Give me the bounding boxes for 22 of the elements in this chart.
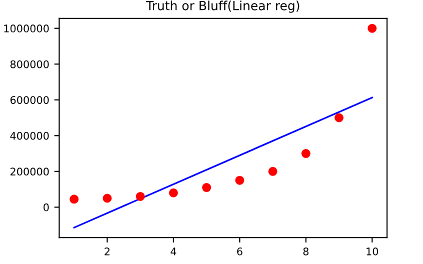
point bbox=[202, 183, 212, 192]
x-tick-label: 6 bbox=[237, 248, 242, 256]
point bbox=[136, 192, 145, 201]
point bbox=[235, 176, 244, 185]
chart-title: Truth or Bluff(Linear reg) bbox=[146, 0, 300, 13]
point bbox=[102, 194, 112, 203]
point bbox=[334, 113, 344, 122]
point bbox=[368, 24, 377, 33]
y-tick-label: 400000 bbox=[10, 132, 49, 140]
y-tick-label: 800000 bbox=[10, 60, 49, 68]
x-tick-label: 10 bbox=[366, 248, 378, 256]
point bbox=[70, 194, 79, 204]
point bbox=[301, 149, 310, 158]
y-tick-label: 600000 bbox=[10, 96, 49, 104]
x-tick-label: 8 bbox=[303, 248, 309, 256]
x-tick-label: 2 bbox=[104, 248, 110, 256]
point bbox=[268, 166, 278, 176]
y-tick-label: 200000 bbox=[10, 168, 49, 176]
point bbox=[168, 188, 178, 198]
y-tick-label: 0 bbox=[44, 203, 49, 212]
y-tick-label: 1000000 bbox=[4, 24, 49, 32]
x-tick-label: 4 bbox=[170, 248, 176, 256]
